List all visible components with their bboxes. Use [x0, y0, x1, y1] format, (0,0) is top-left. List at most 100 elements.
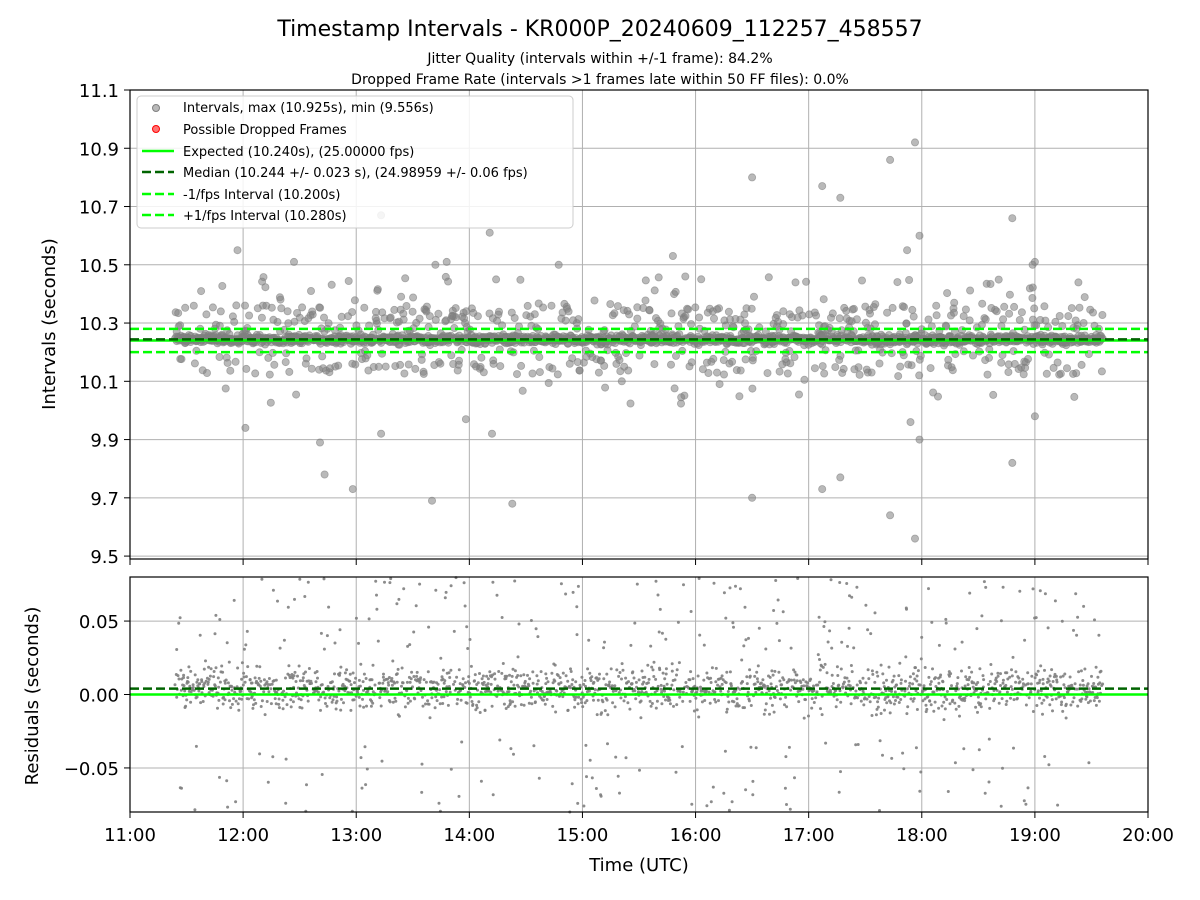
- residual-point-1197: [678, 690, 682, 694]
- residual-point-2072: [1047, 679, 1051, 683]
- residual-point-1529: [818, 668, 822, 672]
- residual-point-553: [406, 696, 410, 700]
- residuals-xtick-label-3: 14:00: [443, 825, 495, 846]
- legend-label-minus-fps: -1/fps Interval (10.200s): [183, 188, 340, 203]
- residual-point-669: [456, 697, 460, 701]
- residual-point-1737: [906, 705, 910, 709]
- residual-point-228: [269, 702, 273, 706]
- residual-point-201: [258, 665, 262, 669]
- residual-point-540: [401, 681, 405, 685]
- residual-point-2092: [1056, 803, 1060, 807]
- residual-point-1710: [895, 683, 898, 687]
- interval-point-959: [575, 366, 584, 375]
- residual-point-1956: [999, 672, 1002, 676]
- residuals-xtick-label-6: 17:00: [783, 825, 835, 846]
- residual-point-711: [473, 673, 477, 677]
- residual-point-211: [262, 678, 266, 682]
- residual-point-378: [333, 672, 336, 676]
- residual-point-1478: [797, 700, 801, 704]
- residual-point-364: [327, 605, 331, 609]
- residual-point-1960: [1000, 697, 1004, 701]
- residual-point-403: [343, 671, 347, 675]
- interval-point-1492: [800, 375, 809, 384]
- residual-point-1261: [705, 671, 709, 675]
- interval-point-226: [266, 398, 275, 407]
- interval-point-235: [270, 360, 279, 369]
- residual-point-2035: [1031, 710, 1035, 713]
- residual-point-1042: [613, 684, 617, 688]
- residual-point-1361: [747, 699, 751, 703]
- residual-point-440: [359, 662, 363, 666]
- residual-point-494: [382, 672, 385, 676]
- residual-point-255: [281, 698, 285, 702]
- residual-point-1833: [946, 790, 950, 793]
- residual-point-609: [430, 696, 434, 700]
- interval-point-326: [308, 310, 317, 319]
- residual-point-2025: [1027, 696, 1031, 700]
- residual-point-700: [468, 695, 472, 699]
- residual-point-2046: [1036, 669, 1040, 673]
- residual-point-1509: [810, 706, 814, 710]
- residual-point-950: [574, 680, 578, 684]
- residual-point-1364: [748, 674, 752, 678]
- residual-point-791: [507, 690, 511, 694]
- interval-point-480: [373, 285, 382, 294]
- residual-point-1860: [958, 714, 961, 718]
- residual-point-2050: [1038, 678, 1042, 682]
- residuals-y-axis-label: Residuals (seconds): [22, 607, 43, 786]
- residual-point-2112: [1064, 716, 1068, 720]
- residual-point-780: [502, 702, 506, 706]
- residual-point-1643: [866, 668, 870, 672]
- residual-point-1928: [987, 682, 990, 686]
- residual-point-294: [297, 664, 301, 668]
- residual-point-1555: [829, 578, 833, 582]
- interval-point-2198: [1098, 310, 1107, 319]
- interval-point-1468: [790, 353, 799, 362]
- residual-point-1182: [672, 688, 676, 692]
- residual-point-302: [301, 679, 305, 683]
- residual-point-1359: [747, 636, 750, 640]
- residual-point-158: [240, 697, 244, 701]
- residual-point-384: [335, 699, 339, 703]
- residual-point-1446: [783, 786, 787, 790]
- residual-point-942: [571, 678, 575, 682]
- residual-point-1306: [724, 681, 728, 685]
- residual-point-1930: [987, 737, 991, 741]
- interval-point-2237: [1030, 412, 1039, 421]
- residual-point-1744: [909, 697, 913, 701]
- interval-point-548: [402, 301, 411, 310]
- interval-point-1264: [704, 368, 713, 377]
- interval-point-533: [396, 360, 405, 369]
- residual-point-1268: [708, 701, 712, 705]
- interval-point-2228: [906, 418, 915, 427]
- residual-point-1420: [772, 710, 776, 714]
- residual-point-1741: [907, 684, 911, 688]
- interval-point-1804: [932, 301, 941, 310]
- residual-point-1113: [643, 675, 647, 679]
- residual-point-1731: [904, 679, 907, 683]
- residual-point-1870: [962, 747, 966, 751]
- residual-point-1123: [647, 677, 651, 681]
- residual-point-2108: [1062, 696, 1066, 700]
- residual-point-468: [371, 701, 375, 705]
- residual-point-1185: [673, 678, 677, 682]
- interval-point-111: [218, 281, 227, 290]
- residual-point-2080: [1051, 709, 1054, 713]
- residual-point-1827: [944, 617, 948, 621]
- residual-point-37: [189, 669, 193, 673]
- residual-point-697: [467, 681, 471, 685]
- interval-point-872: [539, 303, 548, 312]
- interval-point-726: [477, 353, 486, 362]
- interval-point-569: [411, 364, 420, 373]
- interval-point-768: [494, 307, 503, 316]
- interval-point-1458: [786, 359, 795, 368]
- residual-point-506: [387, 683, 391, 687]
- residual-point-136: [230, 702, 234, 706]
- residual-point-1984: [1010, 674, 1014, 678]
- residual-point-937: [569, 667, 572, 671]
- residual-point-1593: [845, 676, 849, 680]
- residual-point-1587: [842, 680, 846, 684]
- residual-point-1401: [764, 702, 768, 706]
- residual-point-720: [477, 700, 481, 704]
- residual-point-2051: [1038, 589, 1042, 593]
